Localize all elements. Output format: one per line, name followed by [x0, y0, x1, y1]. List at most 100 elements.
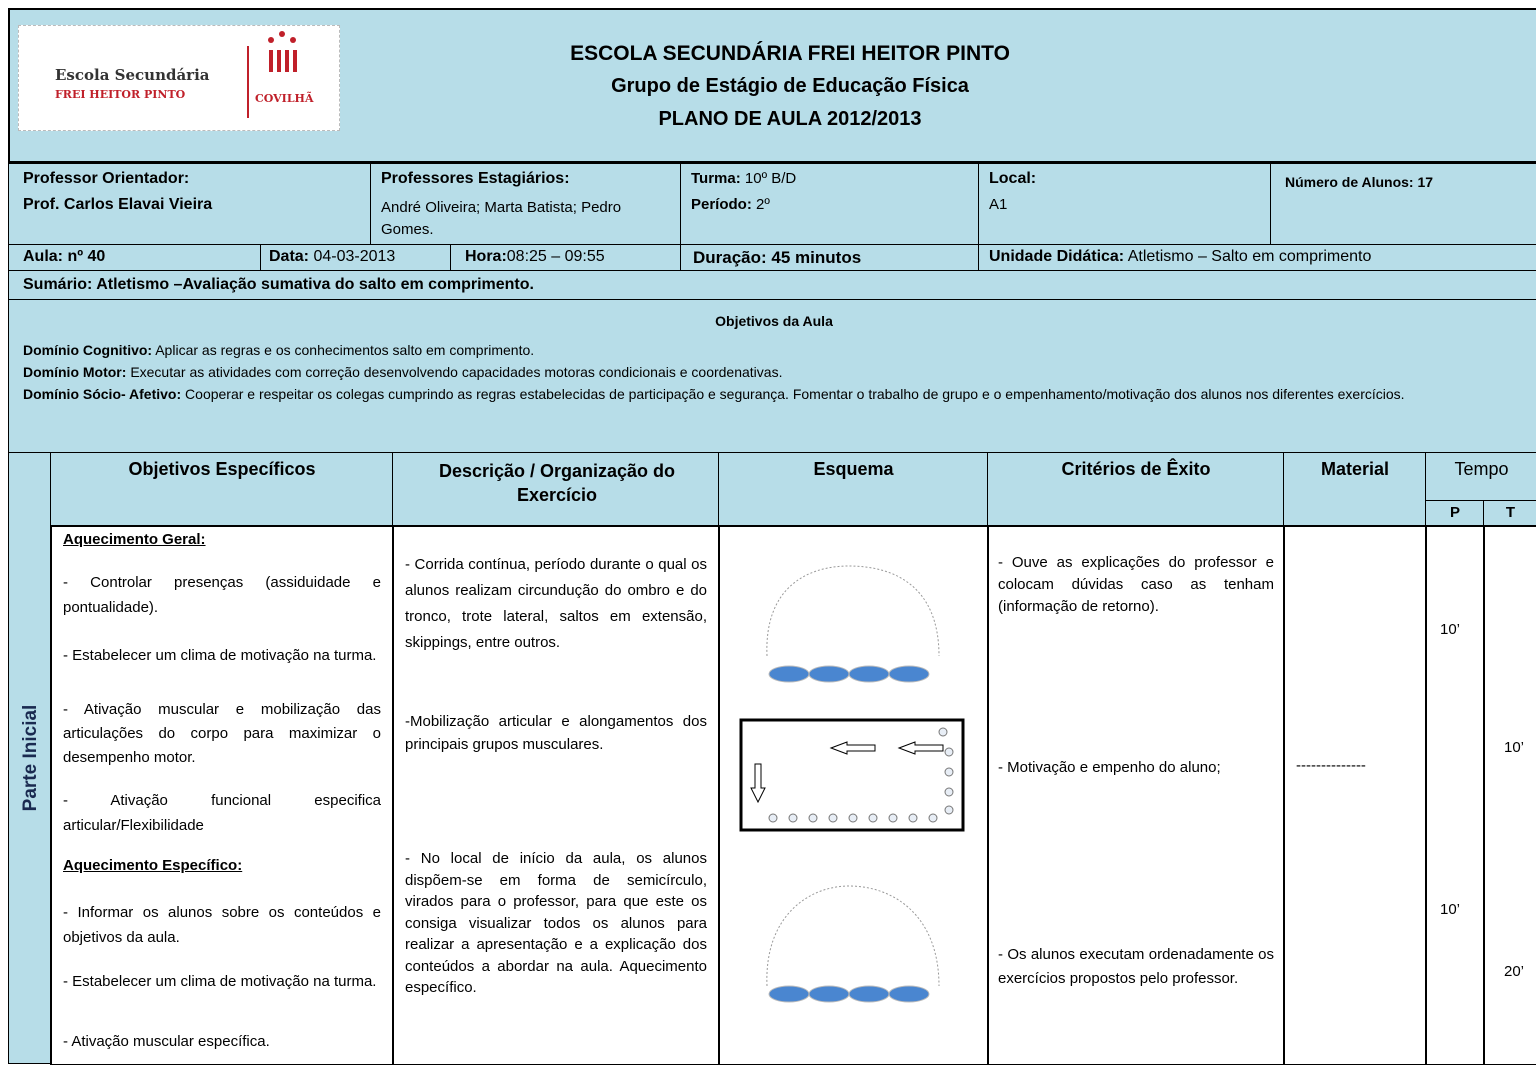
plan-title: PLANO DE AULA 2012/2013 [658, 108, 922, 130]
header-cell: Tempo [1425, 452, 1536, 502]
description-column: - Corrida contínua, período durante o qu… [392, 525, 720, 1065]
advisor-cell: Professor Orientador: Prof. Carlos Elava… [8, 163, 372, 246]
location-cell: Local: A1 [978, 163, 1272, 246]
students-cell: Número de Alunos: 17 [1270, 163, 1536, 246]
class-value: 10º B/D [744, 170, 797, 187]
logo-name: Escola Secundária [55, 66, 210, 84]
column-header: Critérios de Êxito [1061, 459, 1211, 479]
partial-time-column: 10’ 10’ [1425, 525, 1485, 1065]
domain-label: Domínio Motor: [23, 364, 127, 380]
trainees-cell: Professores Estagiários: André Oliveira;… [370, 163, 682, 246]
criteria-item: - Os alunos executam ordenadamente os ex… [998, 946, 1274, 987]
domain-text: Cooperar e respeitar os colegas cumprind… [185, 386, 1405, 402]
section-heading: Aquecimento Geral: [63, 531, 206, 548]
objective-item: - Ativação funcional especifica articula… [63, 792, 381, 834]
unit-label: Unidade Didática: [989, 248, 1125, 265]
duration-label: Duração: [693, 248, 767, 267]
objectives-cell: Objetivos da Aula Domínio Cognitivo: Apl… [8, 299, 1536, 454]
header-cell: Esquema [718, 452, 989, 527]
unit-value: Atletismo – Salto em comprimento [1127, 248, 1372, 265]
logo-divider [247, 46, 249, 118]
logo-school: FREI HEITOR PINTO [55, 88, 186, 101]
trainees-label: Professores Estagiários: [381, 170, 570, 187]
column-header: Tempo [1454, 459, 1509, 479]
total-time-column: 10’ 20’ [1483, 525, 1536, 1065]
column-header: Material [1320, 459, 1390, 479]
class-cell: Turma: 10º B/D Período: 2º [680, 163, 980, 246]
partial-time: 10’ [1440, 901, 1461, 918]
column-header: P [1449, 504, 1460, 521]
summary-cell: Sumário: Atletismo –Avaliação sumativa d… [8, 270, 1536, 301]
unit-cell: Unidade Didática: Atletismo – Salto em c… [978, 244, 1536, 272]
domain-label: Domínio Sócio- Afetivo: [23, 386, 182, 402]
trainees-value: André Oliveira; Marta Batista; Pedro Gom… [381, 199, 622, 238]
column-header: Objetivos Específicos [128, 459, 316, 479]
group-title: Grupo de Estágio de Educação Física [611, 75, 969, 97]
domain-text: Aplicar as regras e os conhecimentos sal… [155, 342, 535, 358]
description-item: - No local de início da aula, os alunos … [405, 850, 707, 996]
duration-cell: Duração: 45 minutos [680, 244, 980, 272]
objective-item: - Ativação muscular específica. [63, 1033, 270, 1050]
material-column: -------------- [1283, 525, 1427, 1065]
criteria-column: - Ouve as explicações do professor e col… [987, 525, 1285, 1065]
total-time: 20’ [1504, 963, 1525, 980]
period-value: 2º [756, 196, 770, 213]
duration-value: 45 minutos [771, 248, 862, 267]
description-item: -Mobilização articular e alongamentos do… [405, 713, 707, 753]
section-cell: Parte Inicial [8, 452, 52, 1064]
domain-label: Domínio Cognitivo: [23, 342, 153, 358]
criteria-item: - Ouve as explicações do professor e col… [998, 554, 1274, 615]
objective-item: - Estabelecer um clima de motivação na t… [63, 973, 377, 990]
time-value: 08:25 – 09:55 [506, 248, 605, 265]
advisor-value: Prof. Carlos Elavai Vieira [23, 196, 213, 213]
objective-item: - Ativação muscular e mobilização das ar… [63, 701, 381, 766]
material-value: -------------- [1296, 757, 1366, 774]
objective-item: - Informar os alunos sobre os conteúdos … [63, 904, 381, 946]
summary-label: Sumário: [23, 276, 93, 293]
domain-list: Domínio Cognitivo: Aplicar as regras e o… [23, 339, 1463, 405]
criteria-item: - Motivação e empenho do aluno; [998, 759, 1221, 776]
school-title: ESCOLA SECUNDÁRIA FREI HEITOR PINTO [570, 42, 1010, 65]
time-label: Hora: [465, 248, 507, 265]
header-cell: Material [1283, 452, 1427, 527]
logo: Escola Secundária FREI HEITOR PINTO COVI… [18, 25, 340, 131]
partial-time: 10’ [1440, 621, 1461, 638]
time-cell: Hora:08:25 – 09:55 [450, 244, 682, 272]
objective-item: - Controlar presenças (assiduidade e pon… [63, 574, 381, 616]
column-header: T [1505, 504, 1516, 521]
period-label: Período: [691, 196, 752, 213]
column-header: Esquema [813, 459, 894, 479]
objectives-column: Aquecimento Geral: - Controlar presenças… [50, 525, 394, 1065]
column-header: Descrição / Organização do Exercício [438, 461, 676, 505]
scheme-column [718, 525, 989, 1065]
date-cell: Data: 04-03-2013 [260, 244, 452, 272]
date-value: 04-03-2013 [313, 248, 396, 265]
advisor-label: Professor Orientador: [23, 170, 190, 187]
lesson-label: Aula: [23, 248, 63, 265]
header-cell: Objetivos Específicos [50, 452, 394, 527]
lesson-cell: Aula: nº 40 [8, 244, 262, 272]
header-cell: Critérios de Êxito [987, 452, 1285, 527]
students-value: 17 [1417, 174, 1434, 190]
date-label: Data: [269, 248, 310, 265]
domain-text: Executar as atividades com correção dese… [130, 364, 783, 380]
students-label: Número de Alunos: [1285, 174, 1414, 190]
objective-item: - Estabelecer um clima de motivação na t… [63, 647, 377, 664]
header-cell: P [1425, 500, 1485, 527]
description-item: - Corrida contínua, período durante o qu… [405, 556, 707, 651]
header-cell: Descrição / Organização do Exercício [392, 452, 720, 527]
location-value: A1 [989, 196, 1008, 213]
class-label: Turma: [691, 170, 741, 187]
logo-icon [268, 31, 297, 72]
summary-value: Atletismo –Avaliação sumativa do salto e… [96, 276, 534, 293]
total-time: 10’ [1504, 739, 1525, 756]
lesson-value: nº 40 [67, 248, 106, 265]
objectives-title: Objetivos da Aula [715, 313, 833, 329]
header-cell: T [1483, 500, 1536, 527]
section-label: Parte Inicial [20, 704, 41, 812]
section-heading: Aquecimento Específico: [63, 857, 243, 874]
scheme-drawings [739, 565, 965, 1003]
logo-city: COVILHÃ [255, 92, 314, 105]
location-label: Local: [989, 170, 1037, 187]
